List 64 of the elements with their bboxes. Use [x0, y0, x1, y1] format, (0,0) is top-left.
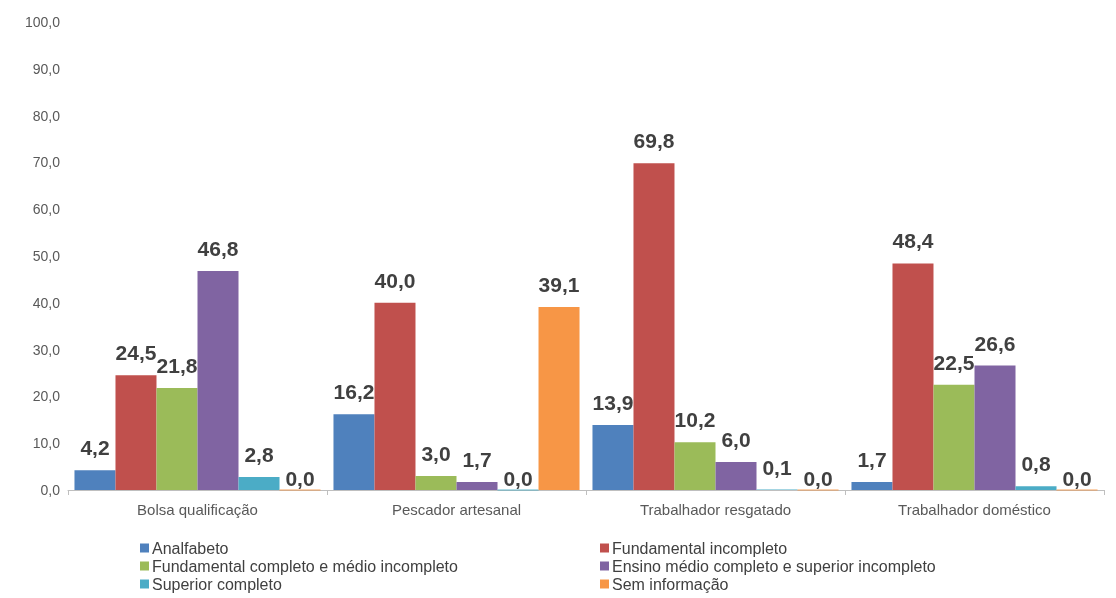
data-label: 13,9	[592, 390, 634, 414]
y-tick-label: 60,0	[32, 201, 61, 218]
data-label: 69,8	[633, 129, 675, 153]
y-tick-label: 90,0	[32, 60, 61, 77]
y-tick-label: 100,0	[24, 14, 61, 30]
y-tick-label: 10,0	[32, 435, 61, 452]
bar	[374, 302, 416, 490]
legend-label: Fundamental incompleto	[612, 539, 788, 557]
y-tick-label: 70,0	[32, 154, 61, 171]
data-label: 4,2	[80, 436, 110, 460]
data-label: 3,0	[421, 441, 451, 465]
data-label: 1,7	[857, 448, 887, 472]
bar	[115, 375, 157, 490]
legend-label: Ensino médio completo e superior incompleto	[612, 557, 936, 575]
data-label: 39,1	[538, 273, 580, 297]
x-tick-label: Trabalhador doméstico	[898, 501, 1051, 518]
y-tick-label: 20,0	[32, 388, 61, 405]
data-label: 2,8	[244, 442, 274, 466]
bar	[74, 470, 116, 490]
data-label: 6,0	[721, 427, 751, 451]
bar	[415, 475, 457, 490]
data-label: 24,5	[115, 341, 157, 365]
bar	[851, 482, 893, 490]
bar	[674, 442, 716, 490]
legend-label: Analfabeto	[152, 539, 229, 557]
legend-label: Fundamental completo e médio incompleto	[152, 557, 459, 575]
data-label: 26,6	[974, 331, 1016, 355]
bar	[156, 387, 198, 490]
bar	[592, 424, 634, 490]
data-label: 48,4	[892, 229, 934, 253]
data-label: 16,2	[333, 380, 375, 404]
data-label: 0,0	[803, 466, 833, 490]
y-tick-label: 30,0	[32, 341, 61, 358]
x-tick-label: Trabalhador resgatado	[639, 501, 792, 518]
bar	[538, 307, 580, 490]
bar	[633, 163, 675, 490]
data-label: 0,1	[762, 455, 792, 479]
data-label: 40,0	[374, 268, 416, 292]
legend-label: Superior completo	[152, 575, 282, 593]
data-label: 22,5	[933, 350, 975, 374]
data-label: 0,8	[1021, 452, 1051, 476]
y-tick-label: 40,0	[32, 294, 61, 311]
bar	[238, 476, 280, 490]
y-tick-label: 50,0	[32, 248, 61, 264]
bar	[1015, 486, 1057, 490]
bar	[333, 414, 375, 490]
data-label: 0,0	[1062, 466, 1092, 490]
bar	[456, 482, 498, 490]
data-label: 0,0	[285, 466, 315, 490]
bar	[197, 270, 239, 490]
y-tick-label: 80,0	[32, 107, 61, 124]
bar	[974, 365, 1016, 490]
bar	[715, 461, 757, 490]
data-label: 10,2	[674, 408, 716, 432]
x-tick-label: Bolsa qualificação	[137, 501, 258, 518]
x-tick-label: Pescador artesanal	[391, 501, 522, 518]
data-label: 1,7	[462, 448, 492, 472]
data-label: 46,8	[197, 236, 239, 260]
data-label: 0,0	[503, 466, 533, 490]
y-tick-label: 0,0	[40, 482, 61, 498]
data-label: 21,8	[156, 353, 198, 377]
bar	[892, 263, 934, 490]
bar	[933, 384, 975, 490]
legend-label: Sem informação	[612, 575, 729, 593]
